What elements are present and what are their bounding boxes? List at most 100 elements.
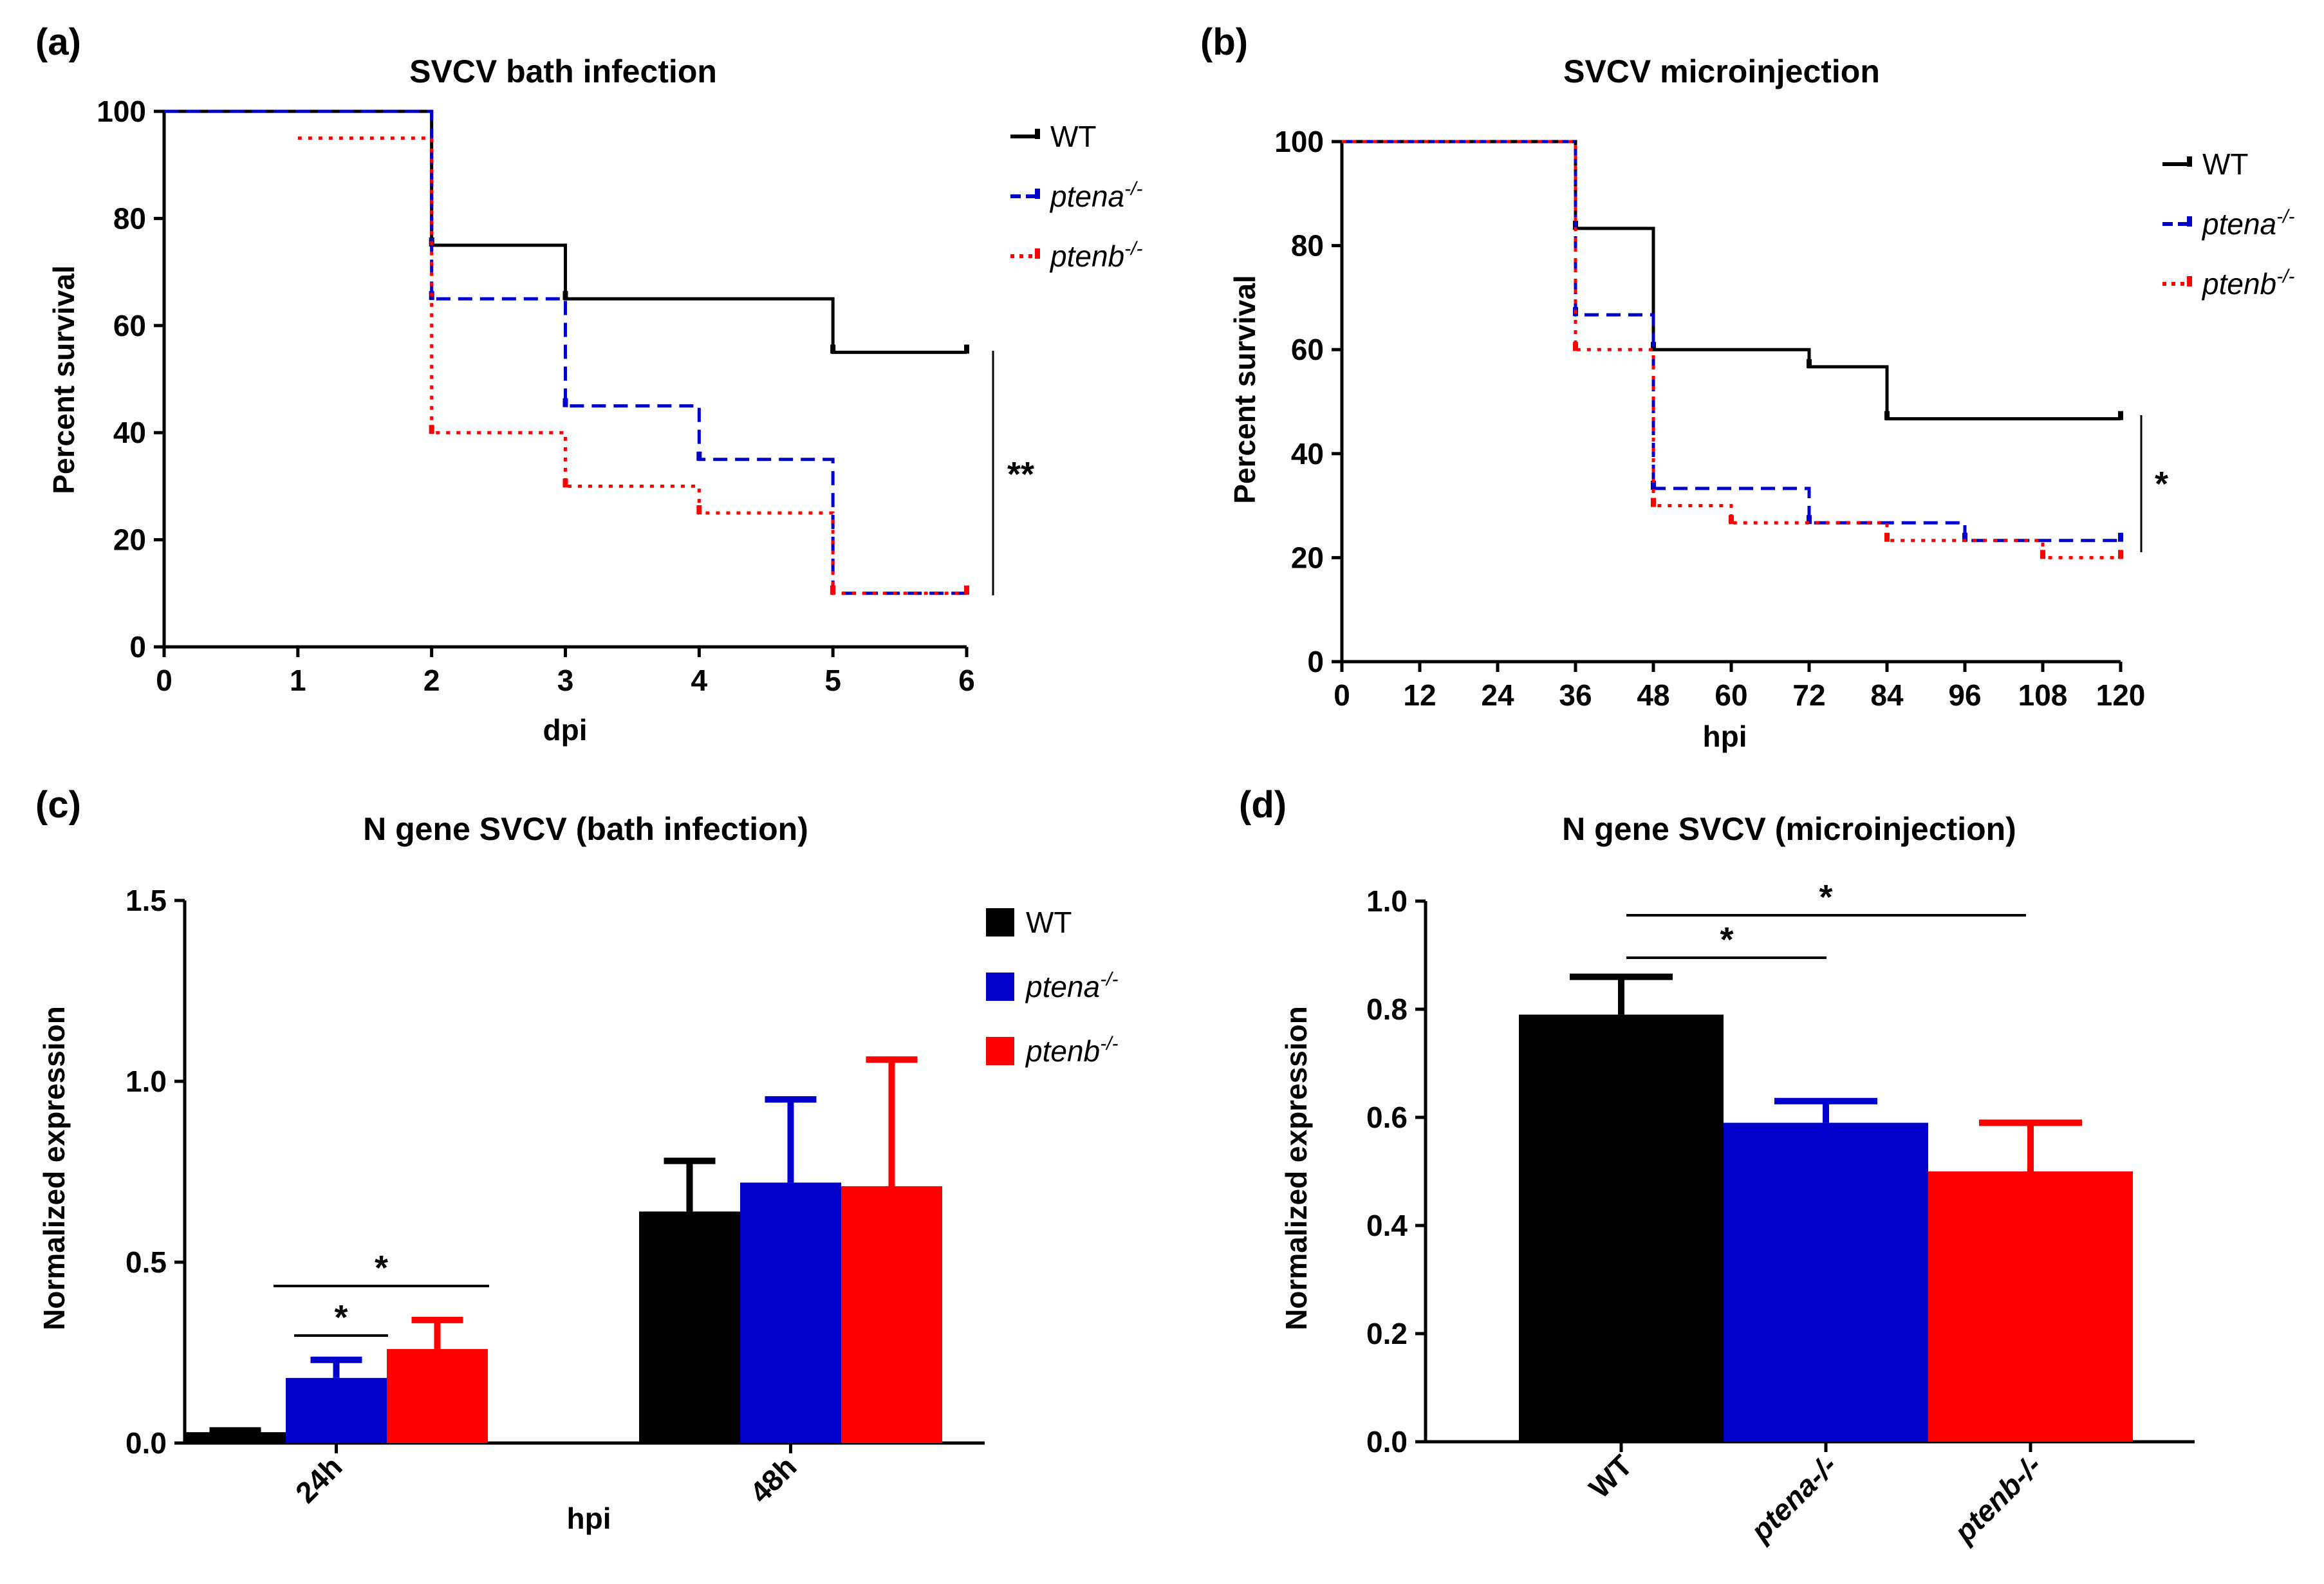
y-tick-label: 0.0	[1366, 1425, 1408, 1458]
significance-marker: *	[1819, 878, 1832, 917]
x-tick-label: 1	[290, 664, 306, 697]
x-tick-label: 4	[691, 664, 708, 697]
legend-label-ptena: ptena-/-	[1049, 178, 1142, 213]
bar-ptenb	[1928, 1171, 2133, 1442]
y-tick-label: 0	[1307, 645, 1324, 678]
legend-label-wt: WT	[1050, 120, 1097, 153]
panel-d-bars	[1519, 973, 2133, 1442]
significance-marker: *	[1720, 920, 1733, 959]
panel-c-label: (c)	[35, 784, 81, 826]
x-tick-label: 96	[1948, 678, 1981, 712]
y-tick-label: 0	[129, 630, 146, 664]
y-tick-label: 80	[113, 201, 146, 235]
legend-swatch-wt	[986, 908, 1014, 936]
panel-a-x-axis-label: dpi	[543, 713, 588, 747]
panel-c-expression-bath: (c) N gene SVCV (bath infection) Normali…	[35, 784, 1118, 1535]
bar-wt-24h	[185, 1432, 286, 1443]
x-tick-label: WT	[1583, 1448, 1639, 1504]
panel-c-y-axis-label: Normalized expression	[37, 1006, 71, 1330]
panel-a-significance-marker: **	[1007, 455, 1034, 494]
panel-b-legend: WT ptena-/- ptenb-/-	[2162, 147, 2294, 301]
bar-ptenb-24h	[387, 1348, 488, 1443]
panel-b-x-axis-label: hpi	[1703, 720, 1747, 753]
survival-curve-ptenb	[297, 136, 967, 595]
x-tick-label: 84	[1870, 678, 1904, 712]
legend-label-ptenb: ptenb-/-	[1025, 1033, 1118, 1068]
x-tick-label: 36	[1559, 678, 1592, 712]
bar-wt	[1519, 1014, 1724, 1442]
y-tick-label: 0.6	[1366, 1101, 1408, 1134]
y-tick-label: 0.2	[1366, 1317, 1408, 1350]
y-tick-label: 60	[1291, 333, 1324, 366]
y-tick-label: 1.0	[1366, 884, 1408, 918]
y-tick-label: 40	[113, 416, 146, 449]
y-tick-label: 80	[1291, 229, 1324, 263]
x-tick-label: 24h	[289, 1449, 349, 1509]
significance-marker: *	[375, 1249, 388, 1287]
x-tick-label: 24	[1481, 678, 1514, 712]
legend-superscript: -/-	[1124, 238, 1142, 259]
panel-d-title: N gene SVCV (microinjection)	[1562, 811, 2016, 847]
survival-curve-ptena	[1342, 140, 2121, 543]
x-tick-label: 5	[824, 664, 841, 697]
panel-a-series	[164, 109, 969, 595]
x-tick-label: 120	[2096, 678, 2146, 712]
panel-b-label: (b)	[1200, 21, 1248, 63]
panel-c-significance: **	[274, 1249, 489, 1337]
legend-label-wt: WT	[2202, 147, 2249, 181]
y-tick-label: 0.8	[1366, 992, 1408, 1026]
survival-curve-wt	[164, 109, 967, 354]
panel-b-axes: 0 12 24 36 48 60 72 84 96 108 120 0 20 40 60 80 100	[1274, 125, 2145, 712]
legend-superscript: -/-	[1124, 178, 1142, 200]
x-tick-label: 6	[958, 664, 975, 697]
x-tick-label: ptenb-/-	[1947, 1448, 2048, 1549]
y-tick-label: 100	[97, 95, 146, 128]
y-tick-label: 0.4	[1366, 1209, 1408, 1242]
panel-a-y-axis-label: Percent survival	[47, 265, 80, 494]
panel-c-title: N gene SVCV (bath infection)	[363, 811, 808, 847]
legend-swatch-ptena	[986, 973, 1014, 1001]
y-tick-label: 0.0	[125, 1426, 167, 1460]
x-tick-label: 60	[1715, 678, 1747, 712]
legend-swatch-ptenb	[986, 1037, 1014, 1065]
panel-d-significance: **	[1626, 878, 2026, 959]
x-tick-label: 3	[557, 664, 574, 697]
y-tick-label: 100	[1274, 125, 1324, 158]
x-tick-label: ptena-/-	[1743, 1448, 1843, 1549]
survival-curve-ptena	[164, 109, 967, 595]
legend-label-ptenb: ptenb-/-	[2201, 266, 2294, 301]
panel-a-legend: WT ptena-/- ptenb-/-	[1010, 120, 1142, 273]
bar-ptenb-48h	[841, 1186, 942, 1443]
panel-b-title: SVCV microinjection	[1563, 53, 1880, 89]
panel-d-expression-microinjection: (d) N gene SVCV (microinjection) Normali…	[1239, 784, 2195, 1550]
legend-superscript: -/-	[1100, 969, 1118, 990]
bar-ptena	[1724, 1123, 1928, 1442]
x-tick-label: 48h	[743, 1449, 803, 1509]
y-tick-label: 20	[113, 523, 146, 557]
panel-b-significance-marker: *	[2155, 465, 2168, 503]
x-tick-label: 0	[1334, 678, 1350, 712]
panel-a-label: (a)	[35, 21, 81, 63]
survival-curve-wt	[1342, 140, 2121, 421]
panel-c-bars	[185, 1056, 942, 1443]
legend-label-ptena: ptena-/-	[2201, 206, 2294, 241]
significance-marker: *	[334, 1298, 348, 1337]
x-tick-label: 0	[156, 664, 172, 697]
x-tick-label: 2	[423, 664, 440, 697]
panel-d-label: (d)	[1239, 784, 1287, 826]
y-tick-label: 60	[113, 309, 146, 342]
y-tick-label: 0.5	[125, 1245, 167, 1279]
x-tick-label: 48	[1637, 678, 1669, 712]
legend-label-ptena: ptena-/-	[1025, 969, 1118, 1003]
panel-b-series	[1342, 140, 2123, 559]
panel-b-survival-microinjection: (b) SVCV microinjection Percent survival…	[1200, 21, 2294, 753]
y-tick-label: 20	[1291, 541, 1324, 574]
bar-ptena-24h	[286, 1377, 387, 1443]
panel-c-x-axis-label: hpi	[567, 1502, 611, 1535]
bar-wt-48h	[639, 1211, 740, 1443]
panel-c-legend: WT ptena-/- ptenb-/-	[986, 906, 1118, 1068]
legend-superscript: -/-	[2276, 206, 2294, 227]
panel-a-survival-bath: (a) SVCV bath infection Percent survival…	[35, 21, 1142, 747]
